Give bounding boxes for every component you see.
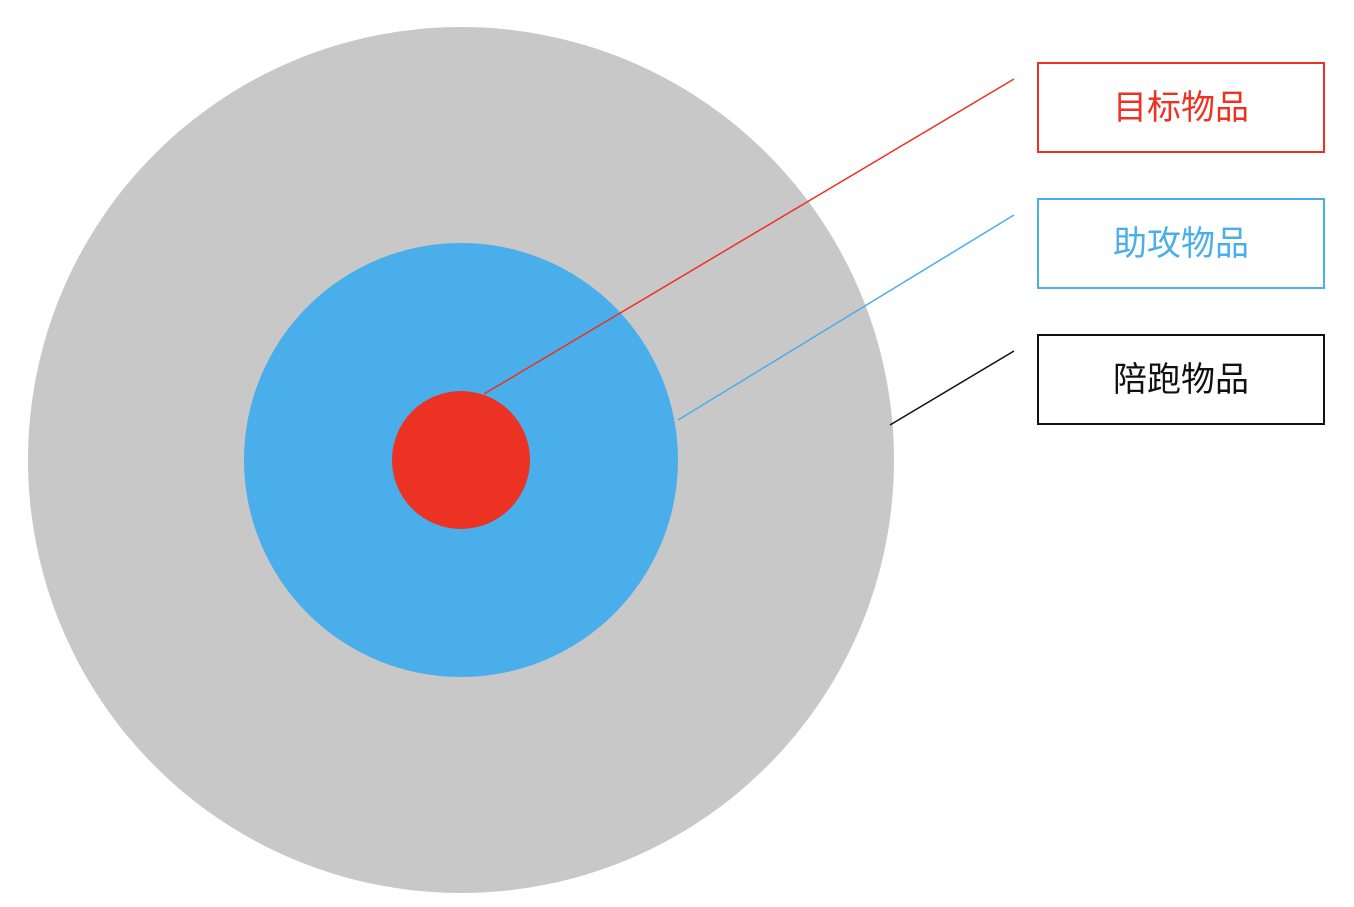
label-box-accompany: 陪跑物品 [1037,334,1325,425]
label-box-target: 目标物品 [1037,62,1325,153]
leader-line-accompany [889,350,1015,426]
label-text-assist: 助攻物品 [1113,223,1249,264]
leader-line-target [483,78,1015,395]
label-text-accompany: 陪跑物品 [1113,359,1249,400]
leader-line-assist [677,214,1015,421]
inner-circle-target [392,391,530,529]
label-box-assist: 助攻物品 [1037,198,1325,289]
label-text-target: 目标物品 [1113,87,1249,128]
